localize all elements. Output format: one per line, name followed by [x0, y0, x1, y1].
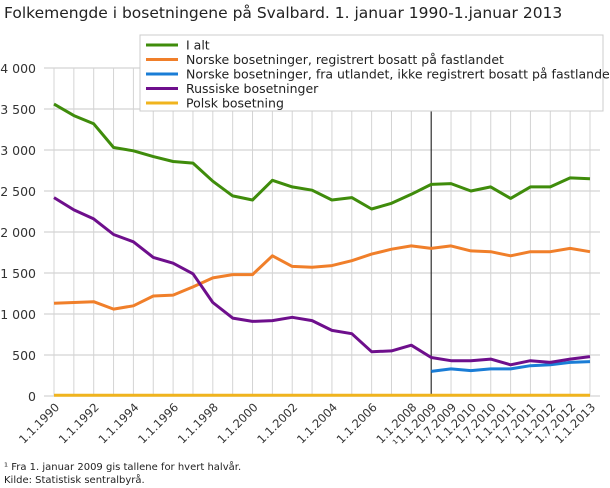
y-tick-label: 1 000 [0, 307, 36, 322]
footnote: ¹ Fra 1. januar 2009 gis tallene for hve… [4, 462, 242, 473]
legend-box [139, 34, 604, 112]
chart-title: Folkemengde i bosetningene på Svalbard. … [4, 4, 563, 22]
y-tick-label: 2 000 [0, 225, 36, 240]
series-line-1 [53, 244, 591, 311]
y-tick-label: 0 [28, 389, 36, 404]
series-line-2 [431, 360, 591, 373]
y-tick-label: 1 500 [0, 266, 36, 281]
x-tick-label: 1.1.2004 [294, 400, 340, 446]
series-line-3 [53, 196, 591, 367]
legend-label: I alt [186, 38, 210, 53]
x-tick-label: 1.1.1998 [175, 400, 221, 446]
x-tick-label: 1.1.1992 [56, 400, 102, 446]
legend-label: Polsk bosetning [186, 96, 284, 111]
series-line-0 [53, 102, 591, 211]
legend-label: Norske bosetninger, registrert bosatt på… [186, 52, 504, 67]
y-tick-label: 3 500 [0, 102, 36, 117]
x-tick-label: 1.1.1994 [95, 400, 141, 446]
legend-label: Norske bosetninger, fra utlandet, ikke r… [186, 67, 610, 82]
x-tick-label: 1.1.2002 [254, 400, 300, 446]
y-tick-label: 4 000 [0, 61, 36, 76]
x-tick-label: 1.1.1990 [16, 400, 62, 446]
y-tick-label: 2 500 [0, 184, 36, 199]
y-tick-label: 500 [12, 348, 36, 363]
x-tick-label: 1.1.1996 [135, 400, 181, 446]
y-tick-label: 3 000 [0, 143, 36, 158]
x-tick-label: 1.1.2006 [334, 400, 380, 446]
source-note: Kilde: Statistisk sentralbyrå. [4, 475, 145, 486]
x-tick-label: 1.1.2000 [215, 400, 261, 446]
legend-label: Russiske bosetninger [186, 81, 319, 96]
